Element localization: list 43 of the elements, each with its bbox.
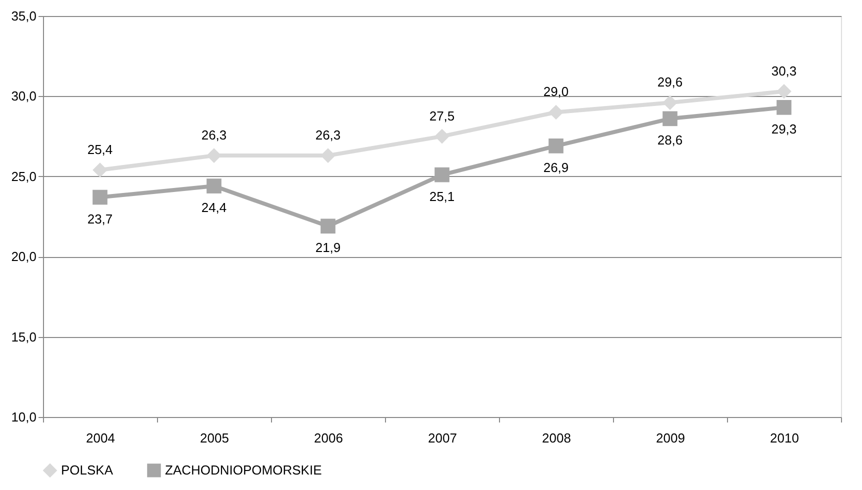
data-label: 26,9 (543, 160, 569, 175)
point (662, 95, 678, 110)
y-tick-label: 20,0 (11, 249, 36, 264)
y-tick-label: 25,0 (11, 168, 36, 184)
x-tick-label: 2006 (314, 430, 343, 446)
data-label: 26,3 (201, 128, 227, 143)
data-label: 21,9 (315, 240, 341, 256)
point (548, 104, 564, 120)
data-label: 25,4 (87, 142, 113, 157)
legend-label: POLSKA (61, 462, 114, 478)
legend-label: ZACHODNIOPOMORSKIE (165, 462, 322, 478)
data-label: 29,3 (771, 121, 797, 136)
point (434, 167, 450, 182)
point (206, 148, 222, 163)
x-tick-label: 2004 (86, 430, 115, 446)
point (434, 128, 450, 144)
point (92, 190, 108, 205)
y-tick-label: 30,0 (11, 88, 36, 104)
data-label: 29,0 (543, 84, 569, 100)
y-tick-label: 35,0 (11, 8, 36, 24)
data-label: 28,6 (657, 132, 683, 148)
data-label: 30,3 (771, 63, 797, 78)
data-label: 29,6 (657, 74, 683, 90)
point (662, 111, 678, 126)
x-tick-label: 2008 (542, 430, 571, 446)
point (776, 100, 792, 115)
data-label: 23,7 (87, 211, 113, 226)
point (320, 148, 336, 163)
y-tick-label: 10,0 (11, 410, 36, 424)
point (776, 84, 792, 99)
data-label: 25,1 (429, 188, 455, 204)
point (206, 178, 222, 194)
x-tick-label: 2005 (200, 430, 229, 446)
data-label: 26,3 (315, 128, 341, 143)
point (92, 162, 108, 178)
x-tick-label: 2007 (428, 430, 457, 446)
x-tick-label: 2010 (770, 430, 799, 446)
y-tick-label: 15,0 (11, 329, 36, 344)
point (320, 218, 336, 234)
x-tick-label: 2009 (656, 430, 685, 446)
point (548, 138, 564, 154)
data-label: 27,5 (429, 108, 455, 124)
data-label: 24,4 (201, 200, 227, 216)
